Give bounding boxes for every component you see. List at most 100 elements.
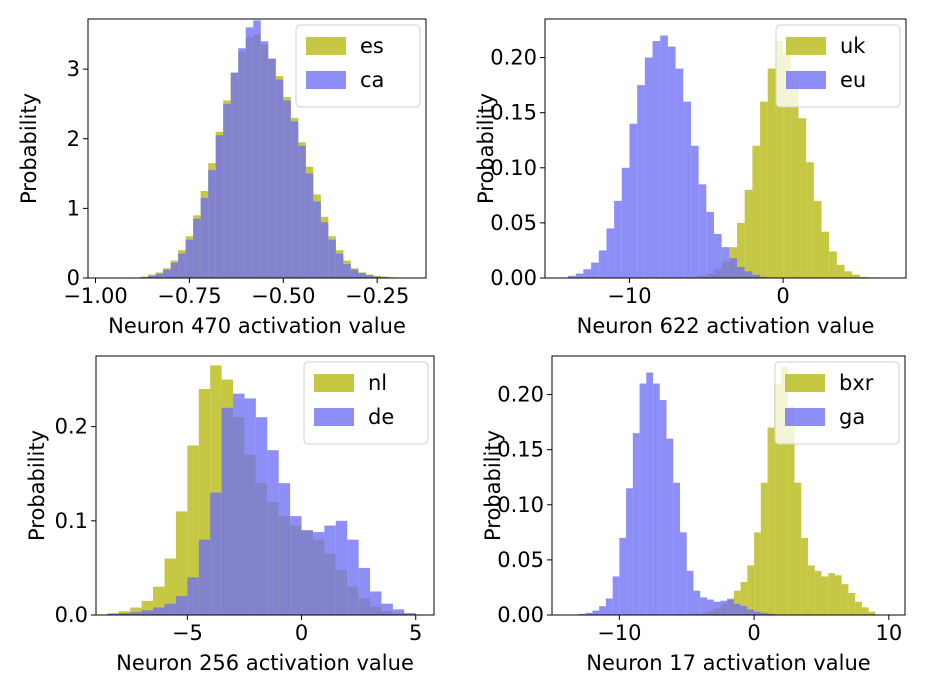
histogram-bar <box>230 72 239 278</box>
histogram-bar <box>298 145 306 278</box>
legend-label: ga <box>839 405 865 429</box>
y-tick-label: 0.1 <box>55 509 88 533</box>
legend-label: eu <box>840 68 866 92</box>
histogram-bar <box>814 570 822 615</box>
histogram-bar <box>130 607 142 615</box>
y-axis-label: Probability <box>25 430 49 541</box>
histogram-bar <box>278 483 291 615</box>
histogram-bar <box>644 57 653 278</box>
histogram-bar <box>686 570 694 615</box>
histogram-bar <box>200 197 209 278</box>
legend-swatch <box>306 71 346 89</box>
chart-panel-2: −10 0 0.00 0.05 0.10 0.15 0.20 Neuron 622 activ… <box>474 18 907 338</box>
y-tick-label: 0.2 <box>55 415 88 439</box>
y-tick-label: 0.10 <box>490 156 537 180</box>
histogram-bar <box>737 222 745 278</box>
y-tick-label: 0.05 <box>497 548 544 572</box>
histogram-bar <box>767 613 775 615</box>
y-tick-label: 2 <box>67 127 80 151</box>
series-ga-bars <box>578 372 775 615</box>
legend-label: de <box>368 405 394 429</box>
histogram-bar <box>614 200 622 278</box>
histogram-bar <box>153 586 165 615</box>
histogram-bar <box>619 537 627 615</box>
histogram-bar <box>347 539 359 615</box>
histogram-bar <box>164 558 176 615</box>
histogram-bar <box>639 383 647 615</box>
histogram-bar <box>733 590 741 615</box>
x-tick-label: 0 <box>295 621 308 645</box>
histogram-bar <box>720 600 728 615</box>
histogram-bar <box>583 269 592 278</box>
histogram-bar <box>313 201 321 278</box>
histogram-bar <box>155 273 164 278</box>
legend-swatch <box>785 374 825 392</box>
legend-label: nl <box>368 371 387 395</box>
x-tick-label: 5 <box>409 621 422 645</box>
plot-frame <box>87 18 427 279</box>
legend: bxr ga <box>774 361 900 445</box>
legend-swatch <box>314 408 354 426</box>
histogram-bar <box>760 101 768 278</box>
histogram-bar <box>632 433 640 615</box>
histogram-bar <box>693 590 701 615</box>
histogram-bar <box>813 200 822 278</box>
y-tick-label: 0.00 <box>490 266 537 290</box>
histogram-bar <box>834 575 842 615</box>
histogram-bar <box>680 532 687 615</box>
legend-swatch <box>785 408 825 426</box>
histogram-bar <box>760 482 768 615</box>
histogram-bar <box>118 611 131 615</box>
histogram-bar <box>841 584 849 615</box>
y-tick-label: 0 <box>67 266 80 290</box>
histogram-bar <box>210 365 222 615</box>
histogram-bar <box>328 239 336 278</box>
histogram-bar <box>575 273 584 278</box>
histogram-bar <box>170 262 179 278</box>
histogram-bar <box>844 271 853 278</box>
histogram-bar <box>848 592 856 615</box>
histogram-bar <box>245 27 254 278</box>
histogram-bar <box>740 606 748 615</box>
histogram-bar <box>268 58 276 278</box>
x-axis-label: Neuron 256 activation value <box>116 651 414 673</box>
histogram-bar <box>198 539 211 615</box>
histogram-bar <box>626 488 633 615</box>
x-tick-label: 10 <box>875 621 902 645</box>
histogram-bar <box>591 262 599 278</box>
histogram-bar <box>358 567 371 615</box>
histogram-bar <box>752 145 761 278</box>
histogram-bar <box>335 253 344 278</box>
y-tick-label: 0.20 <box>490 46 537 70</box>
histogram-bar <box>612 576 620 615</box>
histogram-bar <box>130 612 142 615</box>
histogram-bar <box>381 603 393 615</box>
x-tick-label: 0 <box>747 621 760 645</box>
histogram-bar <box>775 41 784 278</box>
histogram-bar <box>781 367 788 615</box>
x-tick-label: −0.25 <box>345 284 409 308</box>
histogram-bar <box>585 612 593 615</box>
histogram-bar <box>737 266 745 278</box>
histogram-bar <box>324 525 336 615</box>
histogram-bar <box>370 591 382 615</box>
x-tick-label: −10 <box>597 621 641 645</box>
histogram-bar <box>198 388 211 615</box>
histogram-bar <box>828 573 835 615</box>
histogram-bar <box>404 613 416 615</box>
legend-label: es <box>360 34 384 58</box>
histogram-bar <box>698 184 707 278</box>
histogram-bar <box>215 135 224 278</box>
x-tick-label: 0 <box>776 284 789 308</box>
histogram-bar <box>141 600 154 615</box>
y-tick-label: 0.10 <box>497 493 544 517</box>
histogram-bar <box>706 599 714 615</box>
legend-label: ca <box>360 68 384 92</box>
histogram-bar <box>175 511 188 615</box>
histogram-bar <box>713 233 722 278</box>
histogram-bar <box>290 121 299 278</box>
histogram-bar <box>807 565 815 615</box>
y-tick-label: 0.05 <box>490 211 537 235</box>
y-tick-label: 0.00 <box>497 603 544 627</box>
